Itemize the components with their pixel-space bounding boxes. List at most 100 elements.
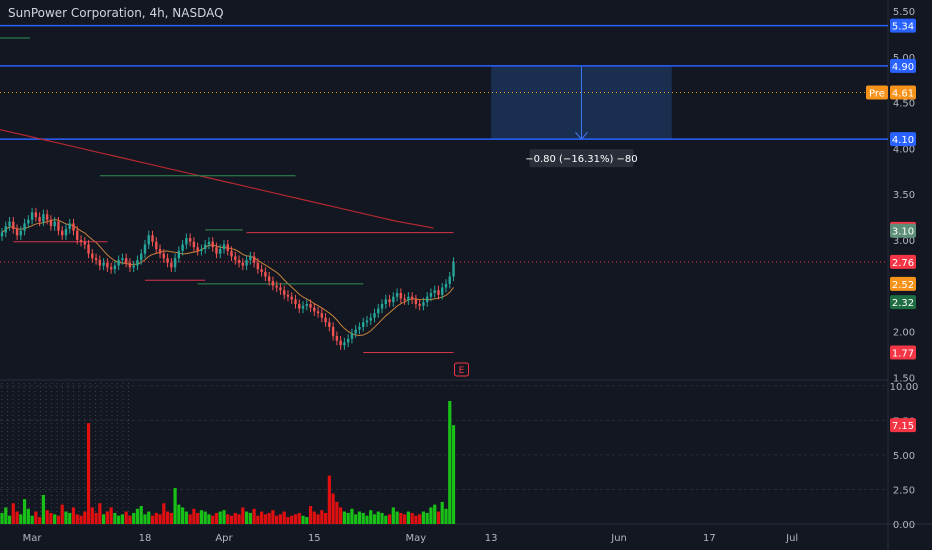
time-label-15: 15 (308, 533, 321, 544)
candle-body (414, 299, 418, 304)
volume-bar (241, 507, 245, 524)
volume-bar (218, 511, 222, 524)
candle-body (373, 313, 376, 318)
candle-body (301, 305, 305, 309)
volume-bar (263, 514, 267, 524)
volume-bar (181, 507, 185, 524)
candle-body (388, 299, 391, 303)
volume-bar (94, 512, 98, 524)
candle-body (316, 311, 320, 314)
volume-bar (376, 511, 380, 524)
candle-body (418, 304, 421, 306)
volume-bar (143, 514, 147, 524)
volume-bar (339, 507, 343, 524)
volume-bar (391, 507, 395, 524)
candle-body (64, 228, 68, 236)
volume-bar (105, 511, 109, 524)
candle-body (155, 241, 158, 250)
candle-body (23, 223, 26, 231)
volume-bar (357, 511, 362, 524)
price-tag-bg (890, 58, 916, 73)
candle-body (83, 241, 86, 245)
volume-bar (128, 515, 132, 524)
candle-body (237, 260, 241, 263)
candle-body (437, 290, 440, 295)
volume-bar (395, 511, 399, 524)
volume-bar (211, 515, 215, 524)
volume-bar (433, 504, 437, 524)
candle-body (128, 262, 132, 268)
candle-body (339, 340, 342, 346)
volume-bar (308, 506, 313, 524)
candle-body (452, 261, 455, 277)
price-tick-3.50: 3.50 (893, 190, 915, 201)
candle-body (425, 296, 429, 303)
volume-bar (162, 503, 166, 524)
volume-bar (222, 510, 226, 524)
candle-body (166, 258, 169, 263)
candle-body (362, 322, 365, 327)
volume-bar (286, 517, 290, 524)
candle-body (309, 304, 312, 308)
volume-bar (293, 514, 298, 524)
volume-bar (147, 511, 151, 524)
volume-bar (192, 508, 196, 524)
candle-body (136, 260, 139, 266)
candle-body (305, 304, 308, 306)
candle-body (57, 221, 60, 231)
measure-label: −0.80 (−16.31%) −80 (525, 154, 637, 165)
time-label-Jun: Jun (610, 533, 627, 544)
candle-body (219, 249, 222, 254)
candle-body (320, 313, 324, 318)
candle-body (30, 212, 34, 220)
volume-bar (34, 511, 38, 524)
candle-body (230, 250, 233, 257)
candle-body (72, 223, 75, 231)
candle-body (392, 296, 395, 303)
candle-body (203, 244, 207, 250)
price-tag-bg (890, 85, 916, 100)
volume-bar (199, 510, 204, 524)
volume-bar (117, 515, 121, 524)
candle-body (422, 302, 425, 306)
price-tag-1.77: 1.77 (892, 349, 914, 360)
candle-body (380, 304, 384, 309)
volume-bar (135, 508, 140, 524)
candle-body (298, 304, 301, 309)
candle-body (68, 223, 71, 229)
volume-bar (75, 514, 79, 524)
candle-body (117, 260, 120, 266)
volume-bar (327, 475, 331, 524)
volume-bar (384, 515, 388, 524)
candle-body (45, 214, 49, 220)
volume-bar (15, 511, 19, 524)
volume-bar (267, 512, 271, 524)
volume-bar (83, 511, 87, 524)
price-tag-bg (890, 132, 916, 147)
candle-body (249, 256, 252, 261)
volume-bar (403, 514, 407, 524)
candle-body (147, 235, 150, 245)
volume-bar (86, 423, 91, 524)
price-tag-5.34: 5.34 (892, 22, 914, 33)
candle-body (256, 262, 260, 270)
price-tag-2.52: 2.52 (892, 280, 914, 291)
price-tag-bg (890, 345, 916, 360)
price-tag-4.61: 4.61 (892, 88, 914, 99)
volume-bar (188, 514, 192, 524)
volume-bar (418, 514, 422, 524)
candle-body (358, 326, 361, 330)
volume-bar (68, 512, 72, 524)
price-tick-5.50: 5.50 (893, 7, 915, 18)
volume-bar (113, 512, 117, 524)
volume-bar (256, 515, 260, 524)
volume-bar (335, 501, 339, 524)
volume-bar (150, 515, 155, 524)
volume-bar (226, 514, 230, 524)
candle-body (158, 249, 162, 254)
candle-body (252, 256, 256, 263)
candle-body (271, 281, 275, 286)
candle-body (61, 230, 64, 236)
candle-body (215, 247, 218, 254)
